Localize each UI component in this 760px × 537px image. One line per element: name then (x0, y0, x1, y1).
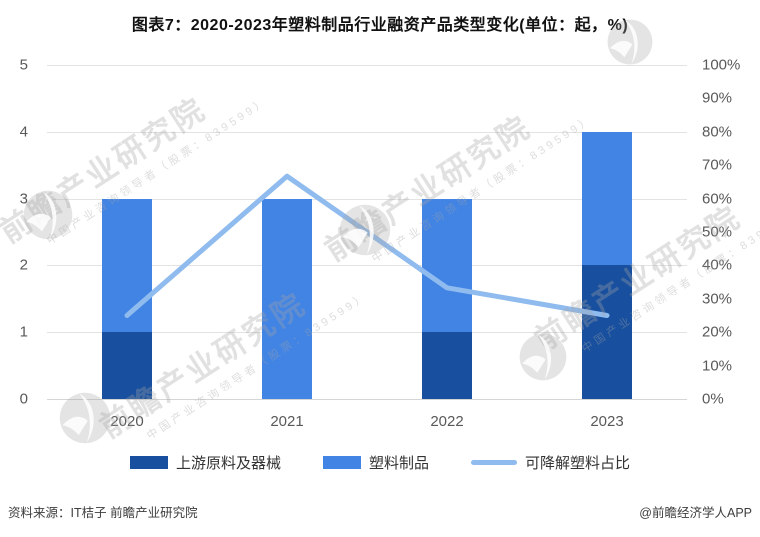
bar-segment-2023 (582, 131, 632, 266)
right-axis-tick: 60% (702, 190, 733, 208)
left-axis-tick: 4 (19, 123, 28, 141)
gridline (47, 65, 687, 66)
plot-area (47, 65, 687, 400)
legend-item: 上游原料及器械 (129, 452, 281, 473)
credit-note: @前瞻经济学人APP (639, 506, 752, 520)
gridline (47, 399, 687, 400)
x-axis-tick: 2020 (110, 413, 144, 430)
left-axis-tick: 1 (19, 323, 28, 341)
x-axis-tick: 2022 (430, 413, 464, 430)
right-axis-tick: 80% (702, 123, 733, 141)
bar-segment-2021 (262, 198, 312, 399)
right-axis-tick: 0% (702, 390, 724, 408)
left-axis-tick: 0 (19, 390, 28, 408)
right-axis-tick: 70% (702, 156, 733, 174)
legend-bar-swatch (129, 456, 168, 469)
left-axis-tick: 2 (19, 256, 28, 274)
legend-label: 上游原料及器械 (175, 455, 281, 472)
bar-segment-2020 (102, 332, 152, 399)
legend-item: 塑料制品 (322, 452, 429, 473)
gridline (47, 332, 687, 334)
chart-title: 图表7：2020-2023年塑料制品行业融资产品类型变化(单位：起，%) (131, 17, 629, 34)
legend-label: 可降解塑料占比 (525, 455, 631, 472)
gridline (47, 131, 687, 133)
bar-segment-2023 (582, 265, 632, 399)
right-axis-tick: 90% (702, 89, 733, 107)
legend: 上游原料及器械 塑料制品 可降解塑料占比 (0, 452, 760, 473)
line-path (124, 173, 610, 318)
right-axis-tick: 50% (702, 223, 733, 241)
bar-segment-2020 (102, 198, 152, 333)
legend-bar-swatch (322, 456, 361, 469)
legend-item: 可降解塑料占比 (471, 452, 630, 473)
footer: 资料来源：IT桔子 前瞻产业研究院 @前瞻经济学人APP (8, 502, 752, 521)
source-note: 资料来源：IT桔子 前瞻产业研究院 (8, 506, 198, 520)
bar-segment-2022 (422, 198, 472, 333)
x-axis-tick: 2023 (590, 413, 624, 430)
left-axis-tick: 3 (19, 190, 28, 208)
line-series (124, 173, 610, 318)
left-axis-tick: 5 (19, 56, 28, 74)
right-axis-tick: 100% (702, 56, 741, 74)
right-axis-tick: 30% (702, 290, 733, 308)
legend-label: 塑料制品 (368, 455, 429, 472)
gridline (47, 265, 687, 267)
right-axis-tick: 40% (702, 256, 733, 274)
bar-segment-2022 (422, 332, 472, 399)
right-axis-tick: 20% (702, 323, 733, 341)
legend-line-swatch (471, 460, 517, 465)
right-axis-tick: 10% (702, 357, 733, 375)
gridline (47, 198, 687, 200)
x-axis-tick: 2021 (270, 413, 304, 430)
